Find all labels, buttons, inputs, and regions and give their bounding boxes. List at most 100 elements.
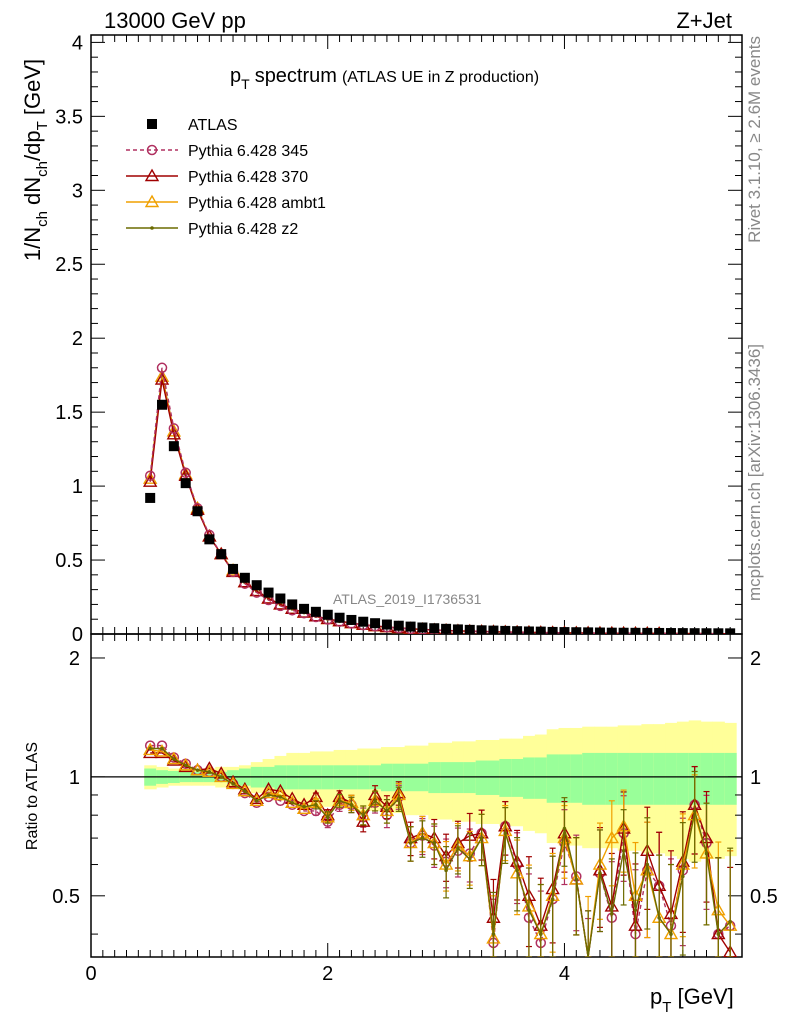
- band-inner: [475, 760, 489, 795]
- legend-marker: [147, 119, 157, 129]
- y-label-part: 1/N: [20, 227, 45, 261]
- band-inner: [629, 752, 642, 805]
- ratio-data-point: [491, 932, 496, 936]
- ratio-data-point: [183, 763, 188, 768]
- main-data-point: [261, 591, 276, 604]
- ratio-data-point: [610, 912, 614, 916]
- main-data-point: [618, 627, 629, 634]
- main-data-point: [701, 628, 712, 634]
- band-inner: [665, 752, 678, 805]
- ratio-data-point: [408, 841, 413, 845]
- ratio-data-point: [669, 932, 673, 936]
- ratio-data-point: [538, 932, 543, 936]
- main-data-point: [547, 626, 558, 634]
- ratio-data-point: [704, 851, 709, 856]
- main-series-group: [142, 362, 736, 634]
- ratio-data-point: [361, 813, 366, 817]
- main-data-point: [464, 624, 475, 634]
- ratio-data-point: [432, 841, 437, 845]
- y-tick-label: 1: [72, 476, 83, 498]
- main-data-point: [500, 625, 511, 634]
- ratio-y-tick-label-right: 0.5: [750, 886, 778, 908]
- ratio-data-point: [273, 787, 288, 801]
- main-data-point: [154, 372, 170, 385]
- main-title: pT spectrum (ATLAS UE in Z production): [230, 65, 539, 92]
- ratio-data-point: [142, 745, 158, 759]
- ratio-data-point: [657, 915, 661, 920]
- band-inner: [499, 758, 512, 797]
- main-data-point: [180, 478, 191, 489]
- x-tick-label: 2: [322, 963, 333, 985]
- main-title-T: T: [241, 76, 250, 92]
- y-label-part: ch: [34, 161, 51, 177]
- main-data-point: [263, 587, 274, 598]
- main-data-point: [299, 603, 310, 614]
- legend-marker: [144, 168, 160, 182]
- band-inner: [511, 758, 524, 797]
- ratio-data-point: [337, 798, 342, 803]
- band-inner: [676, 752, 690, 805]
- legend-label: ATLAS: [188, 117, 238, 134]
- ratio-data-point: [349, 802, 354, 807]
- main-data-point: [381, 619, 392, 630]
- main-data-point: [204, 534, 215, 545]
- band-inner: [724, 752, 737, 805]
- main-data-point: [725, 628, 736, 634]
- header-right: Z+Jet: [676, 8, 732, 33]
- main-data-point: [594, 627, 605, 634]
- y-tick-label: 0: [72, 624, 83, 646]
- legend-label: Pythia 6.428 370: [188, 169, 308, 186]
- ratio-data-point: [314, 802, 318, 807]
- main-data-point: [216, 549, 227, 560]
- band-inner: [452, 762, 465, 794]
- y-label-part: [GeV]: [20, 59, 45, 121]
- ratio-data-point: [574, 877, 579, 882]
- ratio-data-point: [716, 932, 721, 936]
- ratio-data-point: [604, 830, 620, 844]
- main-data-point: [523, 626, 534, 634]
- main-data-point: [559, 627, 570, 634]
- ratio-data-point: [515, 868, 519, 873]
- main-data-point: [713, 628, 724, 634]
- main-data-point: [535, 626, 546, 634]
- main-data-point: [358, 616, 369, 627]
- band-inner: [594, 752, 607, 805]
- x-axis-label-unit: [GeV]: [671, 984, 733, 1009]
- ratio-data-point: [633, 908, 638, 912]
- main-data-point: [239, 572, 250, 583]
- main-data-point: [192, 506, 203, 517]
- ratio-data-point: [467, 857, 472, 861]
- ratio-data-point: [356, 814, 371, 827]
- ratio-data-point: [178, 757, 193, 771]
- legend-label: Pythia 6.428 345: [188, 143, 308, 160]
- band-inner: [523, 757, 536, 799]
- ratio-data-point: [160, 746, 164, 751]
- ratio-data-point: [456, 846, 460, 850]
- main-data-point: [180, 467, 191, 479]
- ratio-y-tick-label-right: 2: [750, 648, 761, 670]
- main-data-point: [583, 627, 594, 634]
- main-data-point: [512, 626, 523, 634]
- ratio-data-point: [261, 785, 276, 799]
- x-tick-label: 0: [85, 963, 96, 985]
- ratio-data-point: [373, 798, 377, 803]
- ratio-y-axis-label: Ratio to ATLAS: [24, 742, 41, 850]
- main-data-point: [689, 628, 700, 634]
- y-tick-label: 3: [72, 180, 83, 202]
- mcplots-label: mcplots.cern.ch [arXiv:1306.3436]: [745, 344, 764, 601]
- y-tick-label: 2: [72, 328, 83, 350]
- ratio-data-point: [598, 871, 602, 876]
- band-inner: [712, 752, 725, 805]
- ratio-data-point: [503, 831, 508, 836]
- main-data-point: [156, 362, 168, 374]
- ratio-data-point: [692, 809, 697, 813]
- ratio-data-point: [562, 826, 567, 831]
- main-data-point: [145, 492, 156, 503]
- ratio-data-point: [728, 919, 732, 924]
- band-inner: [641, 752, 654, 805]
- main-data-point: [630, 627, 641, 634]
- ratio-data-point: [325, 815, 330, 820]
- band-inner: [558, 754, 571, 803]
- main-data-point: [157, 399, 168, 410]
- legend-marker: [150, 226, 154, 230]
